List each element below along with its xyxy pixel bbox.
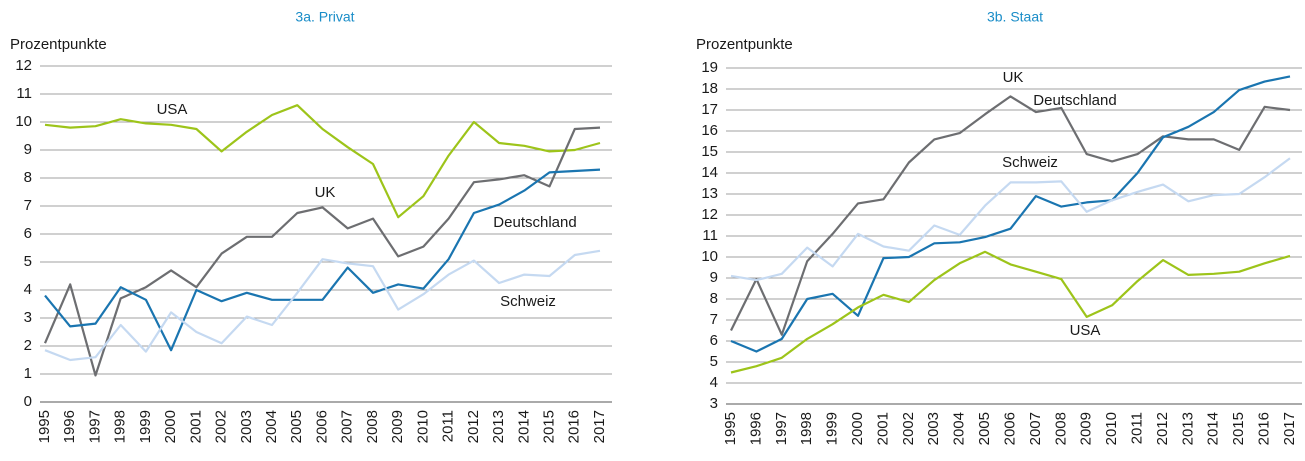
x-tick-label: 2013 — [1179, 412, 1196, 445]
y-tick-label: 3 — [24, 309, 32, 326]
x-tick-label: 2011 — [1129, 412, 1146, 444]
chart-title: 3a. Privat — [295, 9, 354, 25]
x-tick-label: 2000 — [849, 412, 866, 445]
y-tick-label: 1 — [24, 365, 32, 382]
x-tick-label: 2009 — [389, 410, 406, 443]
y-tick-label: 6 — [24, 225, 32, 242]
y-tick-label: 0 — [24, 393, 32, 410]
x-tick-label: 2015 — [541, 410, 558, 443]
series-label: USA — [157, 101, 188, 118]
x-tick-label: 2015 — [1230, 412, 1247, 445]
y-tick-label: 19 — [701, 59, 718, 76]
x-tick-label: 2014 — [1205, 412, 1222, 445]
x-tick-label: 2003 — [925, 412, 942, 445]
x-tick-label: 2004 — [263, 410, 280, 443]
y-tick-label: 2 — [24, 337, 32, 354]
x-tick-label: 2009 — [1078, 412, 1095, 445]
x-tick-label: 2010 — [1103, 412, 1120, 445]
y-tick-label: 12 — [15, 57, 32, 74]
series-line — [730, 75, 1291, 353]
y-tick-label: 3 — [710, 395, 718, 412]
y-tick-label: 14 — [701, 164, 718, 181]
series-line — [43, 126, 601, 377]
x-tick-label: 2002 — [900, 412, 917, 445]
series-label: UK — [1003, 69, 1024, 86]
x-tick-label: 1997 — [773, 412, 790, 445]
x-tick-label: 1999 — [137, 410, 154, 443]
x-tick-label: 2004 — [951, 412, 968, 445]
x-tick-label: 2016 — [566, 410, 583, 443]
x-tick-label: 2008 — [1052, 412, 1069, 445]
y-tick-label: 7 — [710, 311, 718, 328]
series-label: Deutschland — [493, 214, 576, 231]
x-tick-label: 2010 — [414, 410, 431, 443]
y-tick-label: 17 — [701, 101, 718, 118]
x-tick-label: 2017 — [1281, 412, 1298, 445]
x-tick-label: 1997 — [86, 410, 103, 443]
series-line — [730, 250, 1291, 374]
y-tick-label: 4 — [24, 281, 32, 298]
x-tick-label: 2006 — [313, 410, 330, 443]
series-label: UK — [315, 184, 336, 201]
y-tick-label: 10 — [15, 113, 32, 130]
y-tick-label: 12 — [701, 206, 718, 223]
series-line — [44, 104, 601, 219]
x-tick-label: 2001 — [187, 410, 204, 443]
x-tick-label: 2000 — [162, 410, 179, 443]
x-tick-label: 2008 — [364, 410, 381, 443]
y-tick-label: 13 — [701, 185, 718, 202]
y-tick-label: 11 — [16, 85, 32, 102]
y-tick-label: 10 — [701, 248, 718, 265]
x-tick-label: 2012 — [465, 410, 482, 443]
series-line — [730, 157, 1291, 282]
y-axis-label: Prozentpunkte — [10, 36, 107, 53]
y-axis-label: Prozentpunkte — [696, 36, 793, 53]
x-tick-label: 2014 — [515, 410, 532, 443]
series-line — [730, 95, 1291, 336]
x-tick-label: 1995 — [36, 410, 53, 443]
series-label: Deutschland — [1033, 92, 1116, 109]
y-tick-label: 11 — [702, 227, 718, 244]
x-tick-label: 1999 — [824, 412, 841, 445]
y-tick-label: 16 — [701, 122, 718, 139]
x-tick-label: 2005 — [976, 412, 993, 445]
chart-title: 3b. Staat — [987, 9, 1043, 25]
y-tick-label: 9 — [24, 141, 32, 158]
x-tick-label: 1998 — [798, 412, 815, 445]
x-tick-label: 1996 — [747, 412, 764, 445]
series-label: Schweiz — [500, 293, 556, 310]
x-tick-label: 2013 — [490, 410, 507, 443]
x-tick-label: 2005 — [288, 410, 305, 443]
x-tick-label: 2016 — [1256, 412, 1273, 445]
y-tick-label: 6 — [710, 332, 718, 349]
x-tick-label: 2017 — [591, 410, 608, 443]
x-tick-label: 2012 — [1154, 412, 1171, 445]
y-tick-label: 18 — [701, 80, 718, 97]
series-line — [44, 168, 601, 352]
x-tick-label: 2006 — [1001, 412, 1018, 445]
series-line — [44, 249, 601, 362]
series-label: Schweiz — [1002, 154, 1058, 171]
x-tick-label: 2007 — [339, 410, 356, 443]
x-tick-label: 1996 — [61, 410, 78, 443]
y-tick-label: 8 — [710, 290, 718, 307]
y-tick-label: 7 — [24, 197, 32, 214]
x-tick-label: 1995 — [722, 412, 739, 445]
y-tick-label: 5 — [24, 253, 32, 270]
y-tick-label: 5 — [710, 353, 718, 370]
y-tick-label: 8 — [24, 169, 32, 186]
x-tick-label: 2003 — [238, 410, 255, 443]
x-tick-label: 2011 — [440, 410, 457, 442]
x-tick-label: 2007 — [1027, 412, 1044, 445]
y-tick-label: 9 — [710, 269, 718, 286]
series-label: USA — [1070, 322, 1101, 339]
x-tick-label: 2001 — [874, 412, 891, 445]
y-tick-label: 15 — [701, 143, 718, 160]
x-tick-label: 2002 — [213, 410, 230, 443]
y-tick-label: 4 — [710, 374, 718, 391]
x-tick-label: 1998 — [112, 410, 129, 443]
